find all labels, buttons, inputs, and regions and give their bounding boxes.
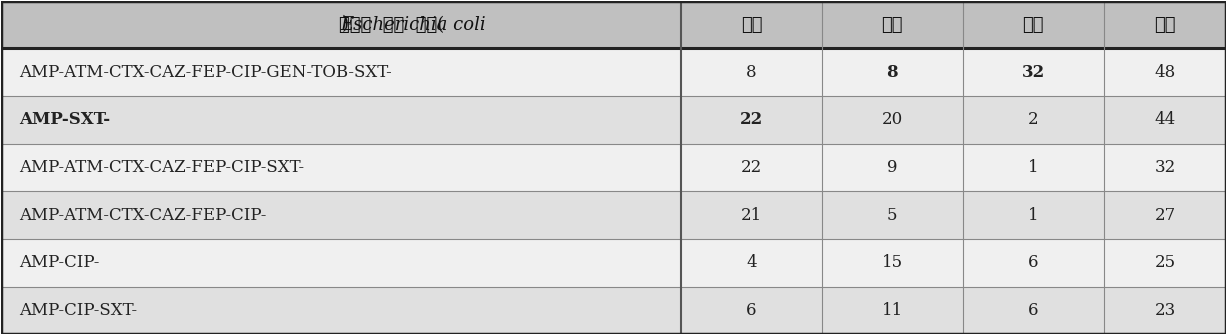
Bar [1,48,681,96]
Text: 경상: 경상 [881,15,903,34]
Text: 5: 5 [887,207,898,224]
Text: 8: 8 [887,64,898,81]
Bar [681,287,822,334]
Text: AMP-ATM-CTX-CAZ-FEP-CIP-GEN-TOB-SXT-: AMP-ATM-CTX-CAZ-FEP-CIP-GEN-TOB-SXT- [20,64,391,81]
Bar [1104,144,1226,191]
Bar [963,1,1104,48]
Text: 9: 9 [887,159,898,176]
Bar [1104,191,1226,239]
Bar [963,96,1104,144]
Text: 32: 32 [1155,159,1175,176]
Bar [963,191,1104,239]
Text: 6: 6 [1028,254,1038,271]
Text: 8: 8 [746,64,757,81]
Bar [681,191,822,239]
Bar [822,191,963,239]
Bar [1,239,681,287]
Text: 22: 22 [740,111,763,128]
Text: AMP-SXT-: AMP-SXT- [20,111,110,128]
Text: 4: 4 [746,254,757,271]
Bar [963,239,1104,287]
Bar [1,191,681,239]
Text: 44: 44 [1155,111,1175,128]
Text: 21: 21 [741,207,762,224]
Bar [1,1,681,48]
Bar [1104,1,1226,48]
Text: 경북: 경북 [741,15,762,34]
Text: AMP-ATM-CTX-CAZ-FEP-CIP-: AMP-ATM-CTX-CAZ-FEP-CIP- [20,207,266,224]
Text: 20: 20 [882,111,903,128]
Text: 25: 25 [1155,254,1175,271]
Bar [822,287,963,334]
Bar [1104,96,1226,144]
Text: 32: 32 [1022,64,1045,81]
Bar [681,239,822,287]
Bar [963,287,1104,334]
Bar [822,48,963,96]
Text: 합계: 합계 [1155,15,1175,34]
Text: AMP-CIP-: AMP-CIP- [20,254,99,271]
Text: 항균제  내성  유형(: 항균제 내성 유형( [340,15,444,34]
Text: 22: 22 [741,159,762,176]
Bar [1,287,681,334]
Bar [963,48,1104,96]
Bar [1104,48,1226,96]
Text: 1: 1 [1028,207,1038,224]
Bar [1104,287,1226,334]
Bar [1,96,681,144]
Text: 6: 6 [1028,302,1038,319]
Text: Escherichia coli: Escherichia coli [340,15,486,34]
Text: 6: 6 [746,302,757,319]
Bar [822,144,963,191]
Text: 27: 27 [1155,207,1175,224]
Text: 11: 11 [882,302,903,319]
Bar [681,96,822,144]
Text: 15: 15 [882,254,903,271]
Bar [822,1,963,48]
Bar [681,144,822,191]
Text: ): ) [341,15,348,34]
Text: 2: 2 [1028,111,1038,128]
Bar [822,96,963,144]
Text: 23: 23 [1155,302,1175,319]
Bar [681,1,822,48]
Bar [1,144,681,191]
Text: AMP-CIP-SXT-: AMP-CIP-SXT- [20,302,137,319]
Text: 전북: 전북 [1022,15,1044,34]
Bar [681,48,822,96]
Bar [822,239,963,287]
Text: 1: 1 [1028,159,1038,176]
Text: AMP-ATM-CTX-CAZ-FEP-CIP-SXT-: AMP-ATM-CTX-CAZ-FEP-CIP-SXT- [20,159,304,176]
Text: 48: 48 [1155,64,1175,81]
Bar [963,144,1104,191]
Bar [1104,239,1226,287]
